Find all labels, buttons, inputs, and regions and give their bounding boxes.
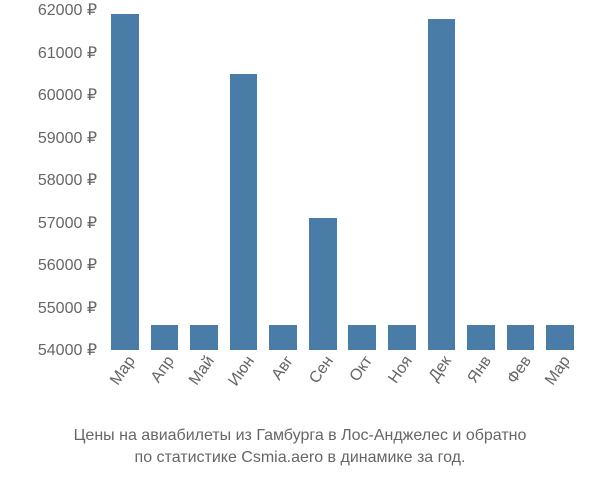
caption-line-2: по статистике Csmia.aero в динамике за г… <box>20 447 580 469</box>
y-tick-label: 58000 ₽ <box>38 170 97 190</box>
bar <box>309 218 337 350</box>
y-axis: 54000 ₽55000 ₽56000 ₽57000 ₽58000 ₽59000… <box>10 10 105 350</box>
y-tick-label: 54000 ₽ <box>38 340 97 360</box>
caption-line-1: Цены на авиабилеты из Гамбурга в Лос-Анд… <box>20 425 580 447</box>
bar <box>230 74 258 350</box>
y-tick-label: 56000 ₽ <box>38 255 97 275</box>
y-tick-label: 62000 ₽ <box>38 0 97 20</box>
bar <box>428 19 456 351</box>
y-tick-label: 61000 ₽ <box>38 43 97 63</box>
bar <box>111 14 139 350</box>
y-tick-label: 60000 ₽ <box>38 85 97 105</box>
y-tick-label: 55000 ₽ <box>38 298 97 318</box>
price-chart: 54000 ₽ 55000 ₽ 56000 ₽ 57000 ₽ 58000 ₽ 59000… <box>10 10 590 420</box>
x-axis: МарАпрМайИюнАвгСенОктНояДекЯнвФевМар <box>105 353 580 423</box>
chart-caption: Цены на авиабилеты из Гамбурга в Лос-Анд… <box>0 425 600 470</box>
plot-area <box>105 10 580 350</box>
y-tick-label: 59000 ₽ <box>38 128 97 148</box>
y-tick-label: 57000 ₽ <box>38 213 97 233</box>
